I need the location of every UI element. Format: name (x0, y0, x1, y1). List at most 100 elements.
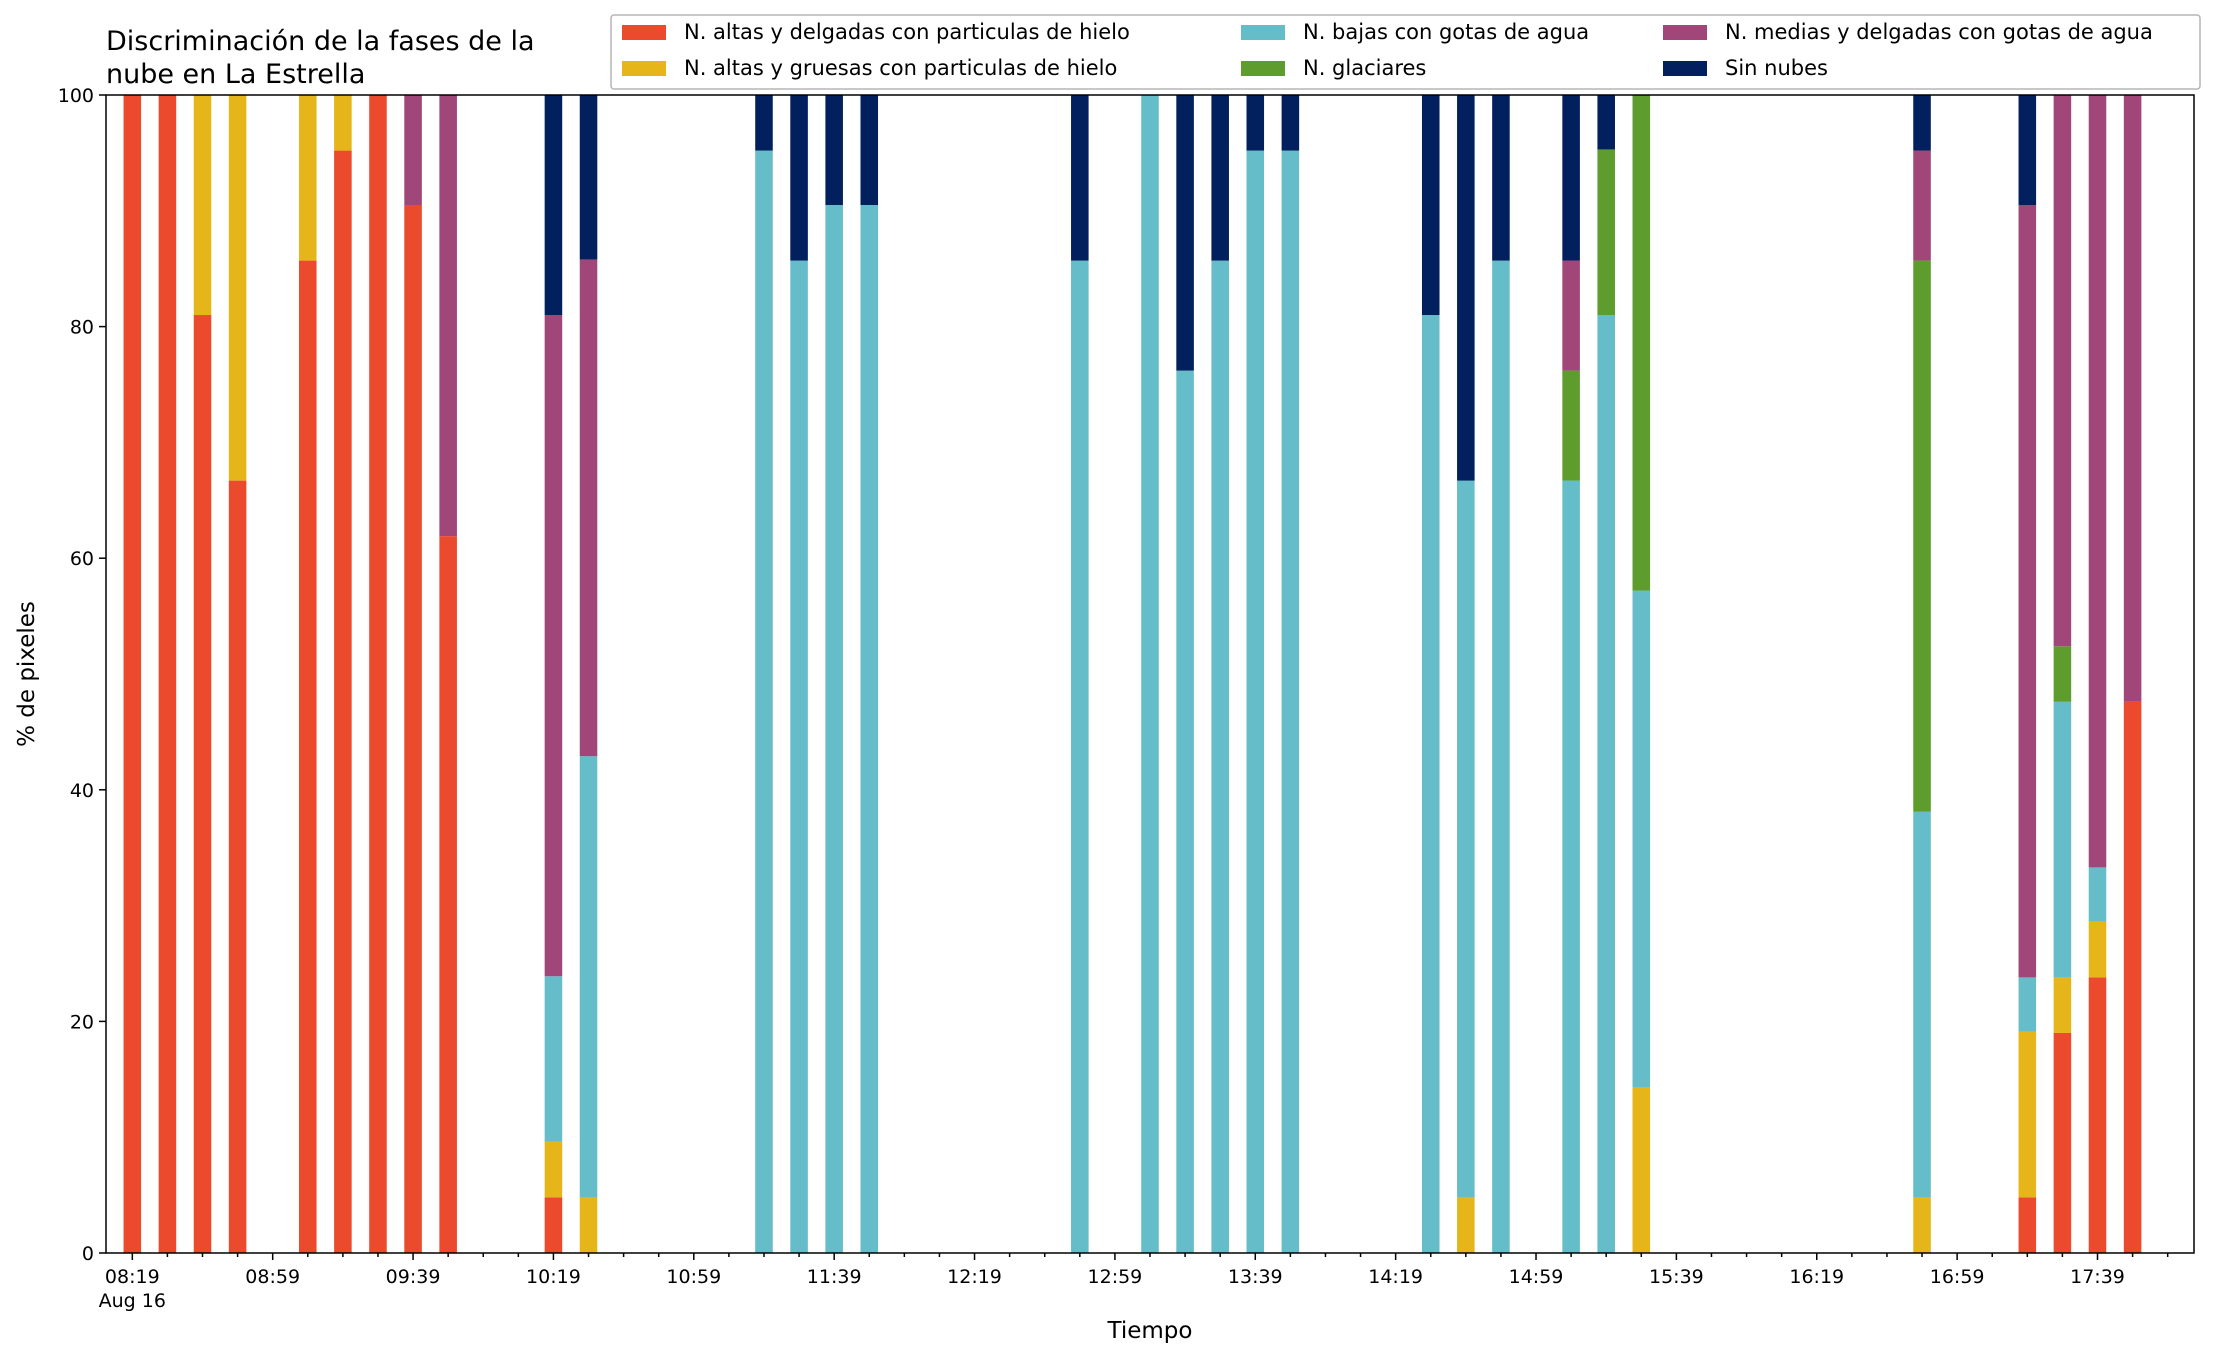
bar-segment-1529-s1 (1632, 1087, 1651, 1253)
legend-entry-label: N. glaciares (1303, 56, 1426, 80)
legend-swatch (1241, 61, 1285, 76)
y-tick-label: 40 (70, 780, 94, 802)
bar-segment-1649-s3 (1913, 260, 1931, 812)
bar-segment-1739-s0 (2088, 977, 2107, 1253)
bar-segment-1349-s5 (1281, 95, 1300, 151)
bar-segment-1019-s1 (544, 1141, 563, 1198)
legend-swatch (622, 25, 666, 40)
bar-segment-1509-s2 (1562, 480, 1580, 1253)
bar-segment-0839-s0 (193, 315, 212, 1253)
bar-segment-1019-s0 (544, 1197, 563, 1253)
bar-segment-0849-s0 (228, 480, 247, 1253)
chart-title-line-2: nube en La Estrella (106, 59, 365, 90)
bar-segment-1249-s2 (1071, 260, 1089, 1254)
bar-segment-0909-s0 (299, 260, 317, 1254)
bar-segment-1139-s2 (825, 205, 843, 1253)
bar-segment-1649-s1 (1913, 1197, 1931, 1253)
legend-entry-label: N. medias y delgadas con gotas de agua (1725, 20, 2153, 44)
bar-segment-1019-s5 (544, 95, 563, 316)
bar-segment-1029-s2 (579, 756, 598, 1198)
bar-segment-1319-s5 (1176, 95, 1194, 371)
chart-title-line-1: Discriminación de la fases de la (106, 26, 535, 57)
bar-segment-1129-s2 (790, 260, 808, 1254)
bar-segment-1739-s1 (2088, 921, 2107, 978)
bar-segment-1339-s2 (1246, 150, 1265, 1254)
bar-segment-1309-s2 (1141, 95, 1159, 1253)
bar-segment-1719-s2 (2018, 977, 2037, 1032)
bar-segment-1649-s2 (1913, 811, 1931, 1198)
bar-segment-1029-s4 (579, 259, 598, 757)
bar-segment-1119-s2 (755, 150, 773, 1254)
bar-segment-1349-s2 (1281, 150, 1300, 1254)
x-tick-label: 10:19 (526, 1266, 581, 1288)
bar-segment-1329-s5 (1211, 95, 1229, 261)
y-tick-label: 0 (82, 1243, 94, 1265)
bar-segment-0829-s0 (158, 95, 177, 1253)
y-tick-label: 60 (70, 548, 94, 570)
bar-segment-1719-s5 (2018, 95, 2037, 206)
bar-segment-1019-s4 (544, 315, 563, 977)
bar-segment-1149-s5 (860, 95, 879, 206)
x-tick-label: 09:39 (386, 1266, 441, 1288)
bar-segment-1329-s2 (1211, 260, 1229, 1254)
y-axis-label: % de pixeles (14, 601, 40, 747)
legend-entry-label: Sin nubes (1725, 56, 1828, 80)
x-tick-label: 15:39 (1649, 1266, 1704, 1288)
bar-segment-1509-s3 (1562, 370, 1580, 481)
bar-segment-1149-s2 (860, 205, 879, 1253)
x-tick-label: 17:39 (2070, 1266, 2125, 1288)
x-tick-label: 12:59 (1088, 1266, 1143, 1288)
x-tick-label: 11:39 (807, 1266, 862, 1288)
bar-segment-1519-s5 (1597, 95, 1615, 150)
x-tick-label: 12:19 (947, 1266, 1002, 1288)
bar-segment-1439-s5 (1457, 95, 1475, 481)
bar-segment-1649-s5 (1913, 95, 1931, 151)
legend-swatch (1663, 25, 1707, 40)
bar-segment-1439-s1 (1457, 1197, 1475, 1253)
bar-segment-1729-s3 (2053, 646, 2072, 702)
legend: N. altas y delgadas con particulas de hi… (610, 14, 2201, 90)
bar-segment-0839-s1 (193, 95, 212, 316)
x-tick-label: 14:59 (1509, 1266, 1564, 1288)
bar-segment-1449-s5 (1492, 95, 1510, 261)
bar-segment-1029-s5 (579, 95, 598, 260)
bar-segment-1319-s2 (1176, 370, 1194, 1254)
bar-segment-1129-s5 (790, 95, 808, 261)
bar-segment-0929-s0 (369, 95, 387, 1253)
legend-swatch (1663, 61, 1707, 76)
legend-swatch (622, 61, 666, 76)
bar-segment-1439-s2 (1457, 480, 1475, 1198)
bar-segment-1429-s5 (1421, 95, 1440, 316)
bar-segment-1249-s5 (1071, 95, 1089, 261)
legend-entry-label: N. bajas con gotas de agua (1303, 20, 1589, 44)
bar-segment-1719-s0 (2018, 1197, 2037, 1253)
bar-segment-1139-s5 (825, 95, 843, 206)
bar-segment-1509-s5 (1562, 95, 1580, 261)
x-tick-label: 16:59 (1930, 1266, 1985, 1288)
bar-segment-1729-s1 (2053, 977, 2072, 1033)
y-axis: 0 20 40 60 80 100 (58, 85, 106, 1265)
bar-segment-1729-s0 (2053, 1032, 2072, 1253)
bar-segment-0909-s1 (299, 95, 317, 261)
y-tick-label: 80 (70, 317, 94, 339)
bar-segment-1719-s4 (2018, 205, 2037, 978)
bar-segment-1449-s2 (1492, 260, 1510, 1254)
bar-segment-1339-s5 (1246, 95, 1265, 151)
bar-segment-1019-s2 (544, 976, 563, 1142)
legend-entry-label: N. altas y gruesas con particulas de hie… (684, 56, 1117, 80)
y-tick-label: 100 (58, 85, 94, 107)
bar-segment-1509-s4 (1562, 260, 1580, 371)
bar-segment-1519-s2 (1597, 315, 1615, 1253)
x-tick-label: 14:19 (1368, 1266, 1423, 1288)
legend-swatch (1241, 25, 1285, 40)
bars-layer (123, 95, 2142, 1254)
bar-segment-1749-s0 (2123, 701, 2142, 1253)
bar-segment-1739-s2 (2088, 867, 2107, 922)
bar-segment-1729-s2 (2053, 701, 2072, 978)
x-axis-label: Tiempo (1107, 1318, 1193, 1344)
x-tick-label: 13:39 (1228, 1266, 1283, 1288)
bar-segment-0919-s0 (334, 150, 352, 1254)
y-tick-label: 20 (70, 1011, 94, 1033)
